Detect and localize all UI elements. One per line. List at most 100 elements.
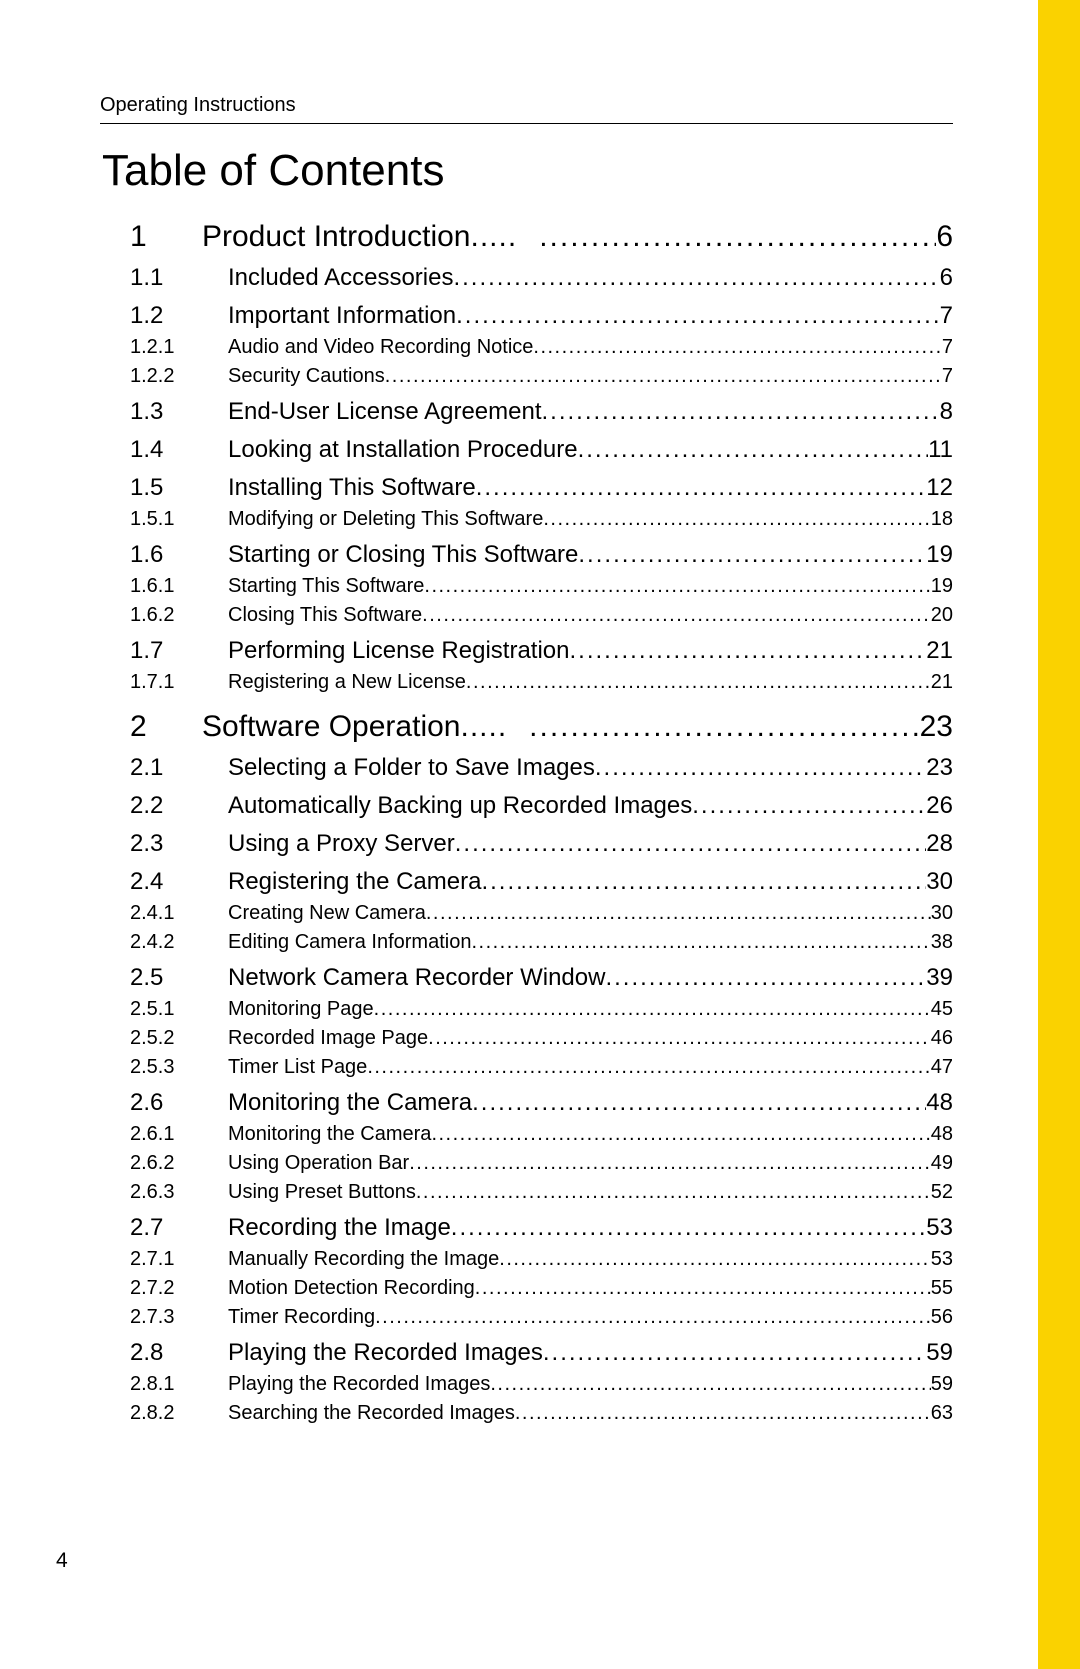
toc-entry: 1.4Looking at Installation Procedure 11 bbox=[100, 436, 953, 464]
toc-entry: 2.4.2Editing Camera Information 38 bbox=[100, 931, 953, 954]
toc-entry-number: 1.6.1 bbox=[130, 575, 228, 598]
toc-leader bbox=[431, 1123, 930, 1146]
toc-leader bbox=[374, 998, 931, 1021]
toc-entry: 2.6.3Using Preset Buttons 52 bbox=[100, 1181, 953, 1204]
toc-entry: 2.7.2Motion Detection Recording 55 bbox=[100, 1277, 953, 1300]
toc-entry-label: Monitoring the Camera bbox=[228, 1089, 472, 1117]
toc-entry-page: 48 bbox=[931, 1123, 953, 1146]
toc-entry-number: 2.4.1 bbox=[130, 902, 228, 925]
toc-entry-label: Software Operation bbox=[202, 710, 507, 744]
toc-entry-label: Recorded Image Page bbox=[228, 1027, 428, 1050]
toc-entry-label: Timer Recording bbox=[228, 1306, 375, 1329]
toc-entry-page: 30 bbox=[926, 868, 953, 896]
toc-entry-number: 1.3 bbox=[130, 398, 228, 426]
toc-entry-number: 2.8.2 bbox=[130, 1402, 228, 1425]
toc-entry-label: Playing the Recorded Images bbox=[228, 1373, 490, 1396]
toc-entry-body: Closing This Software bbox=[228, 604, 931, 627]
toc-entry: 1.6.1Starting This Software 19 bbox=[100, 575, 953, 598]
toc-entry-page: 6 bbox=[940, 264, 953, 292]
toc-entry: 2.4Registering the Camera 30 bbox=[100, 868, 953, 896]
toc-leader bbox=[543, 1339, 926, 1367]
toc-entry-label: Modifying or Deleting This Software bbox=[228, 508, 543, 531]
toc-entry-body: Looking at Installation Procedure bbox=[228, 436, 928, 464]
toc-entry-page: 52 bbox=[931, 1181, 953, 1204]
toc-leader bbox=[692, 792, 926, 820]
toc-entry: 2.8.2Searching the Recorded Images 63 bbox=[100, 1402, 953, 1425]
toc-leader bbox=[529, 710, 919, 744]
toc-entry-label: Starting This Software bbox=[228, 575, 424, 598]
toc-entry-label: Installing This Software bbox=[228, 474, 476, 502]
toc-leader bbox=[453, 264, 939, 292]
toc-entry: 1.2.2Security Cautions 7 bbox=[100, 365, 953, 388]
toc-entry-label: Monitoring Page bbox=[228, 998, 374, 1021]
toc-leader bbox=[428, 1027, 931, 1050]
toc-leader bbox=[490, 1373, 930, 1396]
toc-entry-number: 2.5.1 bbox=[130, 998, 228, 1021]
toc-entry-label: Using Preset Buttons bbox=[228, 1181, 416, 1204]
toc-entry-label: Looking at Installation Procedure bbox=[228, 436, 578, 464]
toc-entry: 1.2Important Information 7 bbox=[100, 302, 953, 330]
toc-entry-page: 12 bbox=[926, 474, 953, 502]
toc-leader bbox=[472, 1089, 926, 1117]
toc-leader bbox=[605, 964, 926, 992]
toc-entry-number: 2.4 bbox=[130, 868, 228, 896]
toc-entry-label: Manually Recording the Image bbox=[228, 1248, 499, 1271]
toc-entry-page: 47 bbox=[931, 1056, 953, 1079]
page-content: Operating Instructions Table of Contents… bbox=[0, 0, 1038, 1425]
toc-entry-label: Monitoring the Camera bbox=[228, 1123, 431, 1146]
toc-entry-number: 1.5 bbox=[130, 474, 228, 502]
toc-entry: 2.5.3Timer List Page 47 bbox=[100, 1056, 953, 1079]
toc-entry-label: Registering a New License bbox=[228, 671, 466, 694]
toc-entry-label: Starting or Closing This Software bbox=[228, 541, 578, 569]
toc-entry-number: 2.7.1 bbox=[130, 1248, 228, 1271]
toc-entry-label: Selecting a Folder to Save Images bbox=[228, 754, 595, 782]
toc-entry-number: 2.5.2 bbox=[130, 1027, 228, 1050]
toc-leader bbox=[481, 868, 926, 896]
toc-entry-number: 2.8 bbox=[130, 1339, 228, 1367]
toc-entry-body: Timer List Page bbox=[228, 1056, 931, 1079]
toc-entry: 2.7Recording the Image 53 bbox=[100, 1214, 953, 1242]
toc-entry: 2.8.1Playing the Recorded Images 59 bbox=[100, 1373, 953, 1396]
toc-entry-page: 7 bbox=[942, 336, 953, 359]
toc-entry-page: 39 bbox=[926, 964, 953, 992]
toc-entry-body: Network Camera Recorder Window bbox=[228, 964, 926, 992]
toc-entry-page: 20 bbox=[931, 604, 953, 627]
toc-leader bbox=[539, 220, 936, 254]
toc-entry: 2.6.1Monitoring the Camera 48 bbox=[100, 1123, 953, 1146]
toc-leader bbox=[466, 671, 931, 694]
toc-entry: 1.7.1Registering a New License 21 bbox=[100, 671, 953, 694]
toc-entry-number: 2.7.2 bbox=[130, 1277, 228, 1300]
toc-entry-body: Security Cautions bbox=[228, 365, 942, 388]
toc-leader bbox=[475, 1277, 931, 1300]
toc-entry-body: Starting or Closing This Software bbox=[228, 541, 926, 569]
toc-entry-number: 2 bbox=[130, 710, 202, 744]
toc-entry-body: Selecting a Folder to Save Images bbox=[228, 754, 926, 782]
toc-entry-page: 6 bbox=[936, 220, 953, 254]
toc-entry-body: Important Information bbox=[228, 302, 940, 330]
toc-entry: 1.5Installing This Software 12 bbox=[100, 474, 953, 502]
toc-entry-page: 46 bbox=[931, 1027, 953, 1050]
toc-entry-body: Product Introduction bbox=[202, 220, 936, 254]
toc-entry-page: 23 bbox=[920, 710, 953, 744]
toc-entry-number: 1.1 bbox=[130, 264, 228, 292]
toc-entry-page: 28 bbox=[926, 830, 953, 858]
toc-entry-number: 2.6.2 bbox=[130, 1152, 228, 1175]
toc-entry-number: 1 bbox=[130, 220, 202, 254]
toc-leader bbox=[542, 398, 940, 426]
toc-entry: 2.5Network Camera Recorder Window 39 bbox=[100, 964, 953, 992]
toc-entry-page: 18 bbox=[931, 508, 953, 531]
toc-leader bbox=[416, 1181, 931, 1204]
toc-entry-body: Using Operation Bar bbox=[228, 1152, 931, 1175]
toc-entry-page: 53 bbox=[931, 1248, 953, 1271]
toc-entry-number: 2.6.1 bbox=[130, 1123, 228, 1146]
toc-entry-label: Security Cautions bbox=[228, 365, 385, 388]
toc-entry: 2.7.3Timer Recording 56 bbox=[100, 1306, 953, 1329]
toc-entry-label: Editing Camera Information bbox=[228, 931, 471, 954]
toc-entry-body: Starting This Software bbox=[228, 575, 931, 598]
toc-entry-number: 1.6.2 bbox=[130, 604, 228, 627]
toc-entry-body: Audio and Video Recording Notice bbox=[228, 336, 942, 359]
toc-entry-page: 38 bbox=[931, 931, 953, 954]
toc-entry-label: Registering the Camera bbox=[228, 868, 481, 896]
toc-entry-page: 26 bbox=[926, 792, 953, 820]
toc-entry-page: 45 bbox=[931, 998, 953, 1021]
